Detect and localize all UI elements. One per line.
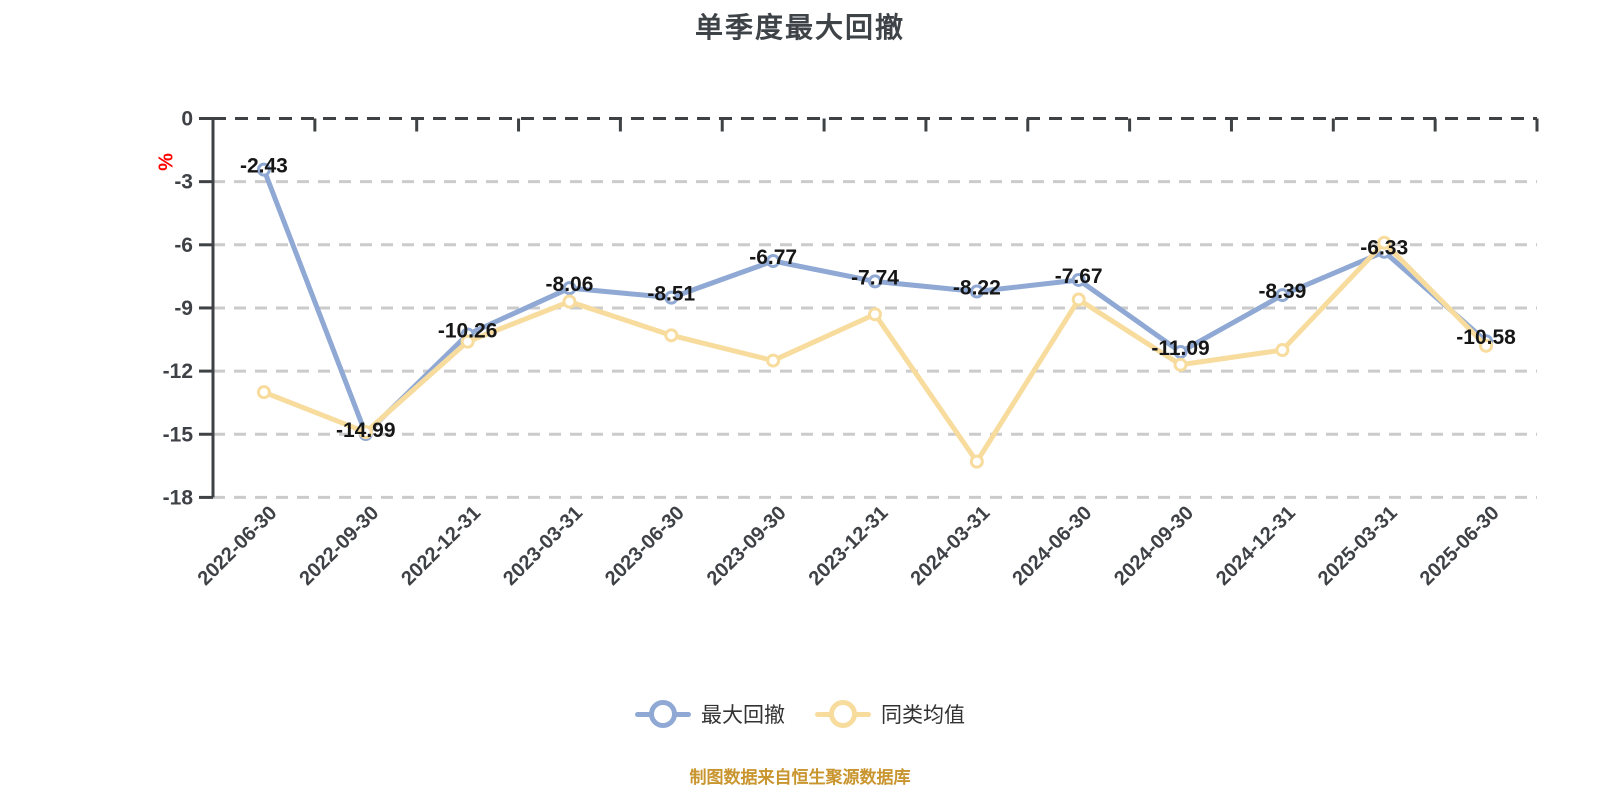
data-point-value-label: -8.22 [953, 277, 1001, 300]
data-point-marker [1275, 288, 1290, 303]
data-point-value-label: -14.99 [336, 419, 396, 442]
data-point-value-label: -8.51 [647, 283, 695, 306]
data-point-marker [1479, 338, 1494, 353]
data-point-marker [358, 425, 373, 440]
data-point-marker [1377, 235, 1392, 250]
x-tick-label: 2023-12-31 [805, 502, 893, 590]
x-tick-label: 2025-03-31 [1314, 502, 1402, 590]
legend-item-max-drawdown[interactable]: 最大回撤 [635, 699, 785, 729]
legend-circle [649, 700, 677, 728]
x-tick-label: 2024-09-30 [1110, 502, 1198, 590]
data-point-value-label: -11.09 [1151, 337, 1209, 360]
data-point-value-label: -10.26 [438, 319, 498, 342]
data-point-value-label: -8.06 [546, 273, 594, 296]
x-tick-label: 2023-06-30 [601, 502, 689, 590]
data-point-marker [562, 294, 577, 309]
x-tick-label: 2023-09-30 [703, 502, 791, 590]
data-point-marker [256, 385, 271, 400]
chart-title: 单季度最大回撤 [694, 12, 905, 43]
data-point-value-label: -2.43 [240, 155, 288, 178]
data-point-value-label: -7.74 [851, 266, 899, 289]
data-point-value-label: -8.39 [1258, 280, 1306, 303]
data-point-value-label: -7.67 [1055, 265, 1103, 288]
data-point-marker [766, 254, 781, 269]
x-tick-label: 2022-12-31 [397, 502, 485, 590]
y-tick-label: 0 [181, 108, 193, 131]
data-point-marker [1173, 357, 1188, 372]
data-point-marker [1071, 292, 1086, 307]
y-tick-label: -12 [163, 360, 193, 383]
data-point-marker [1173, 344, 1188, 359]
legend-item-peer-average[interactable]: 同类均值 [815, 699, 965, 729]
data-point-marker [256, 162, 271, 177]
data-point-marker [562, 281, 577, 296]
data-point-marker [664, 328, 679, 343]
y-tick-label: -3 [174, 171, 193, 194]
x-tick-label: 2025-06-30 [1416, 502, 1504, 590]
data-point-value-label: -6.33 [1360, 237, 1408, 260]
data-point-marker [664, 290, 679, 305]
chart-footer: 制图数据来自恒生聚源数据库 [689, 768, 911, 787]
data-point-value-label: -10.58 [1456, 326, 1516, 349]
legend-line-marker-icon [815, 700, 871, 728]
data-point-marker [868, 274, 882, 289]
data-point-marker [1071, 272, 1086, 287]
y-tick-label: -6 [174, 234, 193, 257]
legend: 最大回撤 同类均值 [0, 699, 1600, 729]
x-tick-label: 2022-06-30 [194, 502, 282, 590]
y-tick-label: -15 [163, 423, 194, 446]
data-point-marker [1275, 343, 1290, 358]
x-tick-label: 2024-03-31 [906, 502, 994, 590]
x-tick-label: 2024-06-30 [1008, 502, 1096, 590]
data-point-value-label: -6.77 [749, 246, 797, 269]
data-point-marker [969, 284, 984, 299]
data-point-marker [460, 334, 475, 349]
legend-label: 同类均值 [881, 704, 965, 727]
x-tick-label: 2022-09-30 [295, 502, 383, 590]
x-tick-label: 2024-12-31 [1212, 502, 1300, 590]
legend-line-marker-icon [635, 700, 691, 728]
y-tick-label: -18 [163, 486, 194, 509]
y-tick-label: -9 [174, 297, 193, 320]
data-point-marker [766, 353, 781, 368]
legend-circle [829, 700, 857, 728]
data-point-marker [969, 454, 984, 469]
data-point-marker [868, 307, 882, 322]
legend-label: 最大回撤 [701, 704, 785, 727]
x-tick-label: 2023-03-31 [499, 502, 587, 590]
